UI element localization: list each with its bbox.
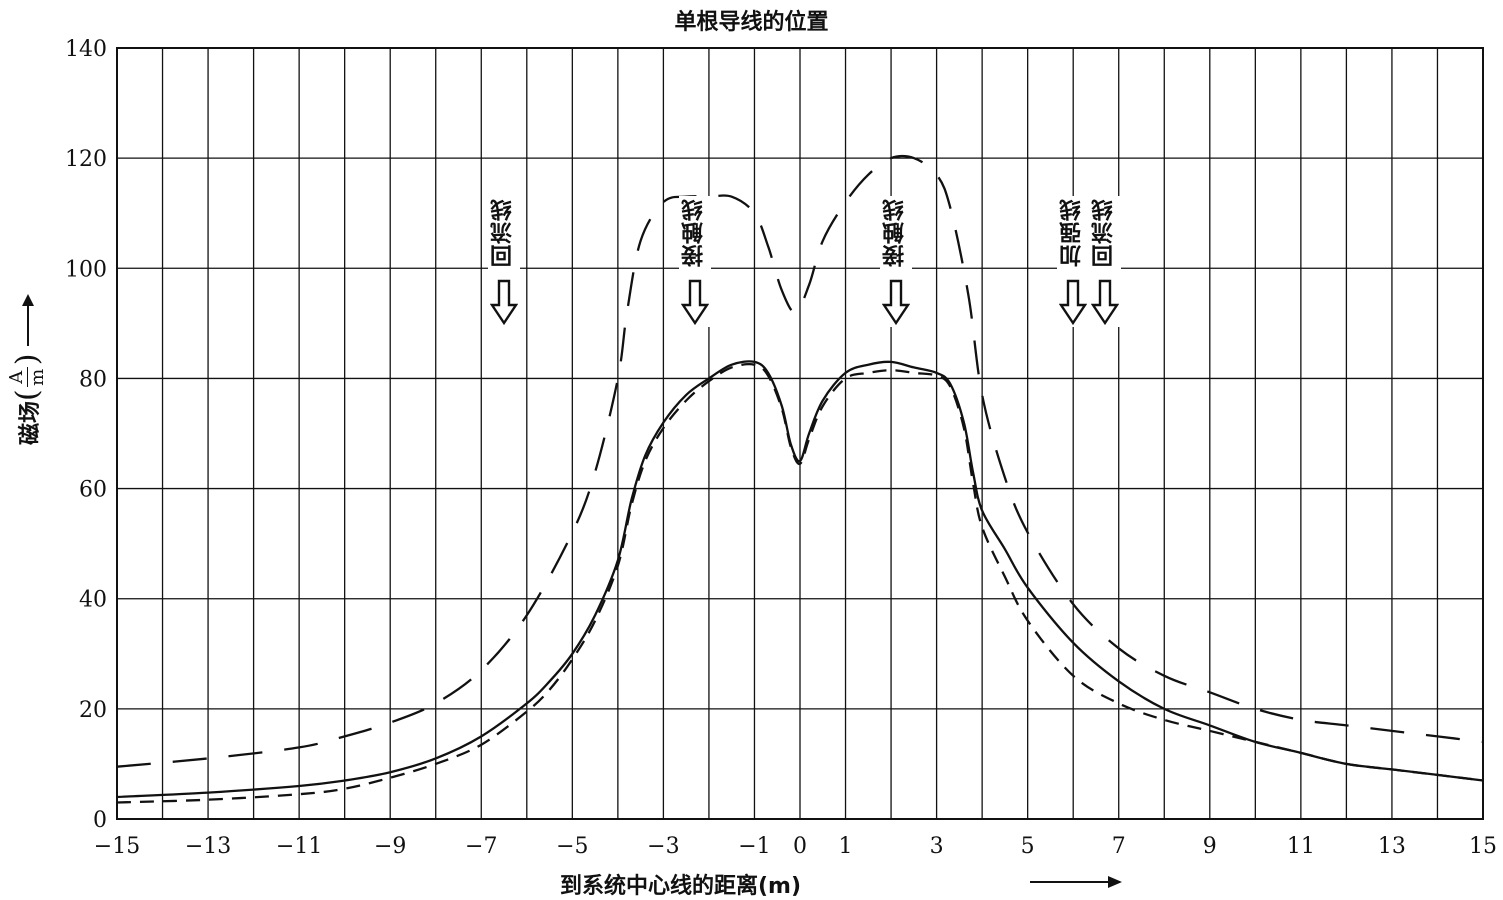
y-tick-label: 20 <box>79 698 107 723</box>
x-tick-label: −15 <box>94 834 140 859</box>
wire-annotation: 回流线 <box>1089 196 1122 327</box>
y-tick-label: 80 <box>79 367 107 392</box>
y-axis-label: 磁场 ( A m ) <box>6 295 48 445</box>
y-tick-label: 140 <box>65 37 107 62</box>
x-tick-label: −9 <box>374 834 406 859</box>
y-axis-unit-denominator: m <box>27 368 48 386</box>
wire-annotation-label: 加强线 <box>1057 196 1090 269</box>
wire-annotation: 回流线 <box>488 196 521 327</box>
x-tick-label: 11 <box>1287 834 1315 859</box>
wire-annotation-label: 接触线 <box>679 196 712 269</box>
y-axis-unit: A m <box>6 367 48 388</box>
wire-annotation: 加强线 <box>1057 196 1090 327</box>
x-tick-label: 7 <box>1112 834 1126 859</box>
x-tick-label: 13 <box>1378 834 1406 859</box>
series-line-1 <box>116 360 1484 799</box>
x-tick-label: −13 <box>185 834 231 859</box>
x-tick-label: 1 <box>839 834 853 859</box>
y-axis-label-text: 磁场 <box>17 400 43 445</box>
x-tick-label: 0 <box>793 834 807 859</box>
x-tick-label: −5 <box>556 834 588 859</box>
x-tick-label: −3 <box>647 834 679 859</box>
x-axis-arrow-icon <box>1030 876 1122 888</box>
y-tick-label: 120 <box>65 147 107 172</box>
y-tick-label: 100 <box>65 257 107 282</box>
y-tick-labels: 0 20 40 60 80 100 120 140 <box>65 37 107 833</box>
x-axis-label: 到系统中心线的距离(m) <box>560 874 802 899</box>
y-axis-label-open-paren: ( <box>10 389 45 401</box>
x-tick-label: 3 <box>930 834 944 859</box>
y-axis-unit-numerator: A <box>6 370 27 384</box>
series-line-3 <box>116 154 1484 768</box>
x-tick-label: 9 <box>1203 834 1217 859</box>
x-tick-label: −1 <box>738 834 770 859</box>
down-arrow-icon <box>681 279 710 327</box>
y-axis-arrow-icon <box>26 295 29 346</box>
x-tick-label: −11 <box>276 834 322 859</box>
wire-annotation-label: 回流线 <box>488 196 521 269</box>
y-tick-label: 0 <box>93 808 107 833</box>
down-arrow-icon <box>881 279 910 327</box>
y-tick-label: 60 <box>79 478 107 503</box>
wire-annotation: 接触线 <box>879 196 912 327</box>
down-arrow-icon <box>1059 279 1088 327</box>
x-tick-label: 5 <box>1021 834 1035 859</box>
x-tick-labels: −15 −13 −11 −9 −7 −5 −3 −1 0 1 3 5 7 9 11 13 15 <box>94 834 1497 859</box>
down-arrow-icon <box>490 279 519 327</box>
grid-lines <box>116 47 1484 820</box>
series-lines <box>116 154 1484 804</box>
x-tick-label: 15 <box>1469 834 1497 859</box>
down-arrow-icon <box>1091 279 1120 327</box>
y-tick-label: 40 <box>79 588 107 613</box>
wire-annotation: 接触线 <box>679 196 712 327</box>
x-tick-label: −7 <box>465 834 497 859</box>
y-axis-label-close-paren: ) <box>10 353 45 366</box>
wire-annotation-label: 回流线 <box>1089 196 1122 269</box>
plot-frame <box>116 47 1484 820</box>
chart-title: 单根导线的位置 <box>674 10 829 35</box>
wire-annotation-label: 接触线 <box>879 196 912 269</box>
